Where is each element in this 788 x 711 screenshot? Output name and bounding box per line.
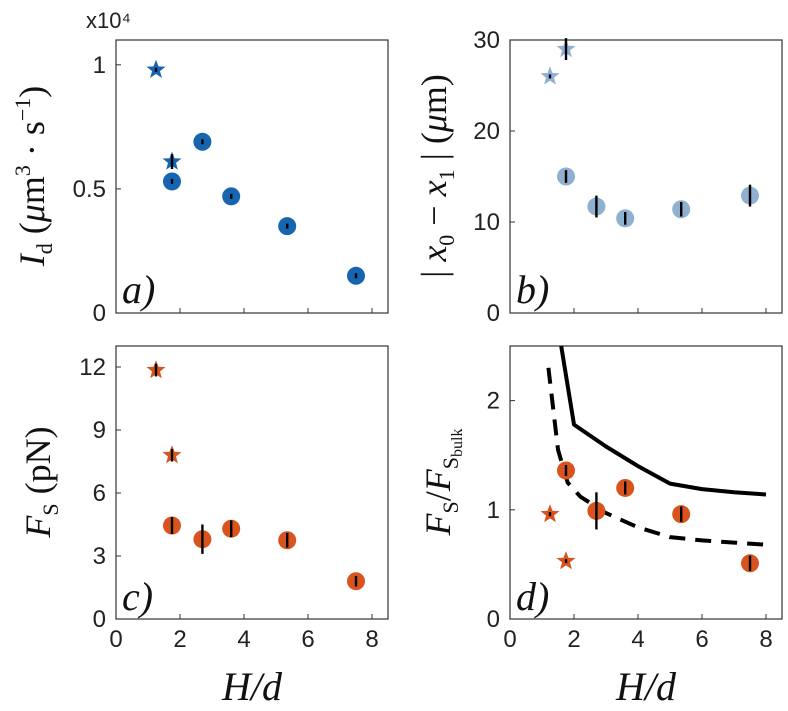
panel-d-ticks: 0 1 2 0 2 4 6 8 bbox=[487, 388, 773, 653]
panel-c-points bbox=[146, 360, 365, 591]
x-tick-label: 0 bbox=[503, 626, 516, 653]
x-tick-label: 2 bbox=[173, 626, 186, 653]
panel-c-xlabel: H/d bbox=[221, 664, 283, 709]
y-tick-label: 9 bbox=[93, 417, 106, 444]
panel-d-ylabel: FS/FSbulk bbox=[418, 429, 466, 537]
x-tick-label: 6 bbox=[695, 626, 708, 653]
panel-c: 0 3 6 9 12 0 2 4 6 8 c) FS (pN) H/d bbox=[18, 345, 389, 709]
solid-curve bbox=[559, 345, 767, 497]
y-tick-label: 3 bbox=[93, 543, 106, 570]
panel-b-label: b) bbox=[516, 267, 549, 312]
panel-a: 00.51 x10⁴ a) Id (μm3 · s−1) bbox=[10, 8, 389, 327]
y-tick-label: 0 bbox=[487, 300, 500, 327]
panel-b-ticks: 0 10 20 30 bbox=[473, 27, 767, 327]
y-tick-label: 0 bbox=[93, 606, 106, 633]
panel-a-ylabel: Id (μm3 · s−1) bbox=[10, 86, 57, 268]
y-tick-label: 10 bbox=[473, 209, 500, 236]
y-tick-label: 0 bbox=[93, 300, 106, 327]
y-tick-label: 1 bbox=[487, 497, 500, 524]
x-tick-label: 4 bbox=[237, 626, 250, 653]
y-tick-label: 12 bbox=[79, 354, 106, 381]
panel-b-ylabel: | x0 − x1 | (μm) bbox=[414, 74, 459, 278]
x-tick-label: 4 bbox=[631, 626, 644, 653]
x-tick-label: 6 bbox=[301, 626, 314, 653]
panel-d: 0 1 2 0 2 4 6 8 d) FS/FSbulk H/d bbox=[418, 345, 783, 709]
panel-b-frame bbox=[509, 39, 783, 314]
y-tick-label: 0 bbox=[487, 606, 500, 633]
y-tick-label: 2 bbox=[487, 388, 500, 415]
dashed-curve bbox=[546, 367, 767, 547]
panel-d-points bbox=[540, 461, 759, 573]
panel-a-ticks: 00.51 bbox=[73, 52, 373, 327]
x-tick-label: 2 bbox=[567, 626, 580, 653]
y-tick-label: 30 bbox=[473, 27, 500, 54]
panel-b-points bbox=[540, 38, 759, 228]
panel-a-frame bbox=[115, 39, 389, 314]
panel-a-label: a) bbox=[122, 267, 155, 312]
x-tick-label: 8 bbox=[365, 626, 378, 653]
y-tick-label: 1 bbox=[93, 52, 106, 79]
panel-a-points bbox=[146, 59, 365, 285]
y-tick-label: 20 bbox=[473, 118, 500, 145]
x-tick-label: 0 bbox=[109, 626, 122, 653]
panel-d-label: d) bbox=[516, 574, 549, 619]
x-tick-label: 8 bbox=[759, 626, 772, 653]
panel-a-multiplier: x10⁴ bbox=[86, 8, 131, 33]
panel-b: 0 10 20 30 b) | x0 − x1 | (μm) bbox=[414, 27, 783, 327]
y-tick-label: 0.5 bbox=[73, 176, 106, 203]
panel-d-xlabel: H/d bbox=[615, 664, 677, 709]
panel-d-frame bbox=[509, 345, 783, 620]
y-tick-label: 6 bbox=[93, 480, 106, 507]
panel-c-ylabel: FS (pN) bbox=[18, 426, 63, 538]
panel-c-frame bbox=[115, 345, 389, 620]
panel-c-ticks: 0 3 6 9 12 0 2 4 6 8 bbox=[79, 354, 378, 653]
panel-d-lines bbox=[546, 345, 767, 547]
panel-c-label: c) bbox=[122, 574, 153, 619]
